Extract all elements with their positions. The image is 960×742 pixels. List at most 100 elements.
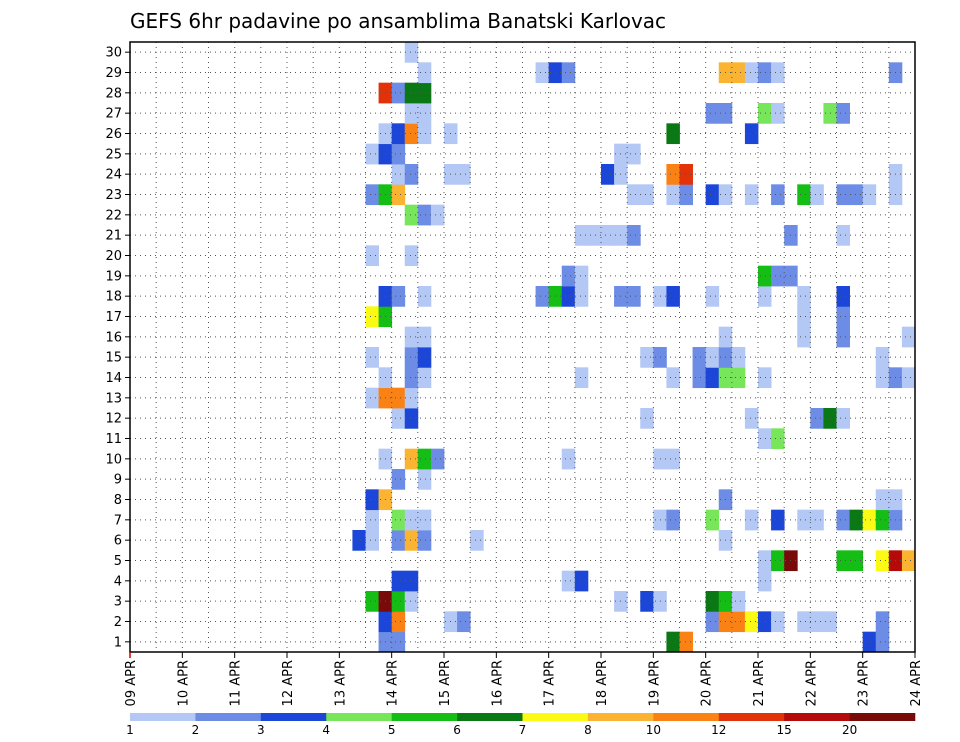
- heatmap-cell: [561, 62, 576, 84]
- heatmap-cell: [875, 550, 890, 572]
- heatmap-cell: [404, 123, 419, 145]
- heatmap-cell: [391, 387, 406, 409]
- y-tick-label: 20: [105, 249, 122, 264]
- heatmap-cell: [862, 509, 877, 531]
- heatmap-cell: [731, 591, 746, 612]
- heatmap-cell: [404, 570, 419, 592]
- heatmap-cell: [731, 347, 746, 368]
- heatmap-cell: [836, 103, 850, 124]
- heatmap-cell: [771, 509, 785, 531]
- heatmap-cell: [601, 225, 615, 246]
- y-axis-ticks: 1234567891011121314151617181920212223242…: [105, 46, 130, 650]
- heatmap-cell: [417, 123, 432, 145]
- heatmap-cell: [417, 367, 432, 389]
- y-tick-label: 14: [105, 371, 122, 386]
- heatmap-cell: [391, 184, 406, 206]
- heatmap-cell: [417, 509, 432, 531]
- grid-lines: [129, 42, 916, 652]
- heatmap-cell: [666, 631, 680, 653]
- heatmap-cell: [797, 509, 811, 531]
- heatmap-cell: [601, 164, 615, 185]
- heatmap-cell: [561, 570, 576, 592]
- x-tick-label: 11 APR: [229, 660, 244, 706]
- colorbar-label: 1: [126, 723, 134, 737]
- heatmap-cell: [574, 265, 589, 287]
- y-tick-label: 28: [105, 86, 122, 101]
- colorbar-swatch: [326, 713, 392, 721]
- colorbar-label: 4: [322, 723, 330, 737]
- heatmap-cell: [404, 387, 419, 409]
- heatmap-cell: [404, 204, 419, 226]
- heatmap-cell: [417, 326, 432, 348]
- heatmap-cell: [404, 591, 419, 612]
- y-tick-label: 10: [105, 452, 122, 467]
- heatmap-cell: [836, 184, 850, 206]
- heatmap-cell: [404, 326, 419, 348]
- y-tick-label: 2: [114, 615, 122, 630]
- colorbar-swatch: [849, 713, 916, 721]
- colorbar-swatch: [522, 713, 589, 721]
- heatmap-cell: [365, 509, 379, 531]
- y-tick-label: 23: [105, 188, 122, 203]
- y-tick-label: 1: [114, 635, 122, 650]
- heatmap-cell: [758, 286, 772, 307]
- heatmap-cell: [758, 265, 772, 287]
- heatmap-cell: [666, 164, 680, 185]
- y-tick-label: 18: [105, 290, 122, 305]
- y-tick-label: 7: [114, 513, 122, 528]
- plot-frame: [129, 41, 916, 653]
- heatmap-cell: [836, 225, 850, 246]
- colorbar-label: 7: [519, 723, 527, 737]
- heatmap-cell: [365, 306, 379, 328]
- heatmap-cell: [627, 225, 641, 246]
- colorbar-swatch: [391, 713, 458, 721]
- heatmap-cell: [810, 184, 824, 206]
- heatmap-cell: [417, 469, 432, 490]
- heatmap-cell: [758, 103, 772, 124]
- heatmap-cell: [901, 367, 916, 389]
- x-tick-label: 22 APR: [804, 660, 819, 706]
- heatmap-cell: [731, 367, 746, 389]
- colorbar-label: 2: [192, 723, 200, 737]
- heatmap-cell: [705, 509, 720, 531]
- heatmap-cell: [391, 123, 406, 145]
- y-tick-label: 13: [105, 391, 122, 406]
- heatmap-cell: [797, 184, 811, 206]
- heatmap-cell: [758, 62, 772, 84]
- heatmap-cell: [391, 164, 406, 185]
- heatmap-cell: [457, 164, 471, 185]
- x-tick-label: 13 APR: [333, 660, 348, 706]
- heatmap-cell: [810, 408, 824, 429]
- heatmap-cell: [758, 367, 772, 389]
- heatmap-cell: [692, 367, 707, 389]
- heatmap-cell: [836, 408, 850, 429]
- x-tick-label: 23 APR: [857, 660, 872, 706]
- heatmap-cell: [391, 469, 406, 490]
- heatmap-cell: [705, 367, 720, 389]
- colorbar-swatch: [718, 713, 785, 721]
- colorbar-swatch: [784, 713, 850, 721]
- heatmap-cell: [404, 164, 419, 185]
- heatmap-cell: [849, 550, 864, 572]
- heatmap-cell: [574, 286, 589, 307]
- y-tick-label: 30: [105, 46, 122, 61]
- heatmap-cell: [810, 509, 824, 531]
- x-tick-label: 10 APR: [176, 660, 191, 706]
- heatmap-cell: [457, 611, 471, 633]
- heatmap-cell: [836, 509, 850, 531]
- heatmap-cell: [417, 103, 432, 124]
- y-tick-label: 29: [105, 66, 122, 81]
- heatmap-cell: [771, 611, 785, 633]
- heatmap-cell: [836, 326, 850, 348]
- heatmap-cell: [574, 570, 589, 592]
- heatmap-cell: [875, 509, 890, 531]
- heatmap-cell: [771, 428, 785, 450]
- heatmap-cell: [771, 184, 785, 206]
- heatmap-cell: [705, 184, 720, 206]
- heatmap-cell: [535, 286, 550, 307]
- x-tick-label: 12 APR: [281, 660, 296, 706]
- x-tick-label: 16 APR: [490, 660, 505, 706]
- heatmap-cell: [561, 286, 576, 307]
- colorbar-label: 15: [777, 723, 792, 737]
- heatmap-cell: [404, 245, 419, 267]
